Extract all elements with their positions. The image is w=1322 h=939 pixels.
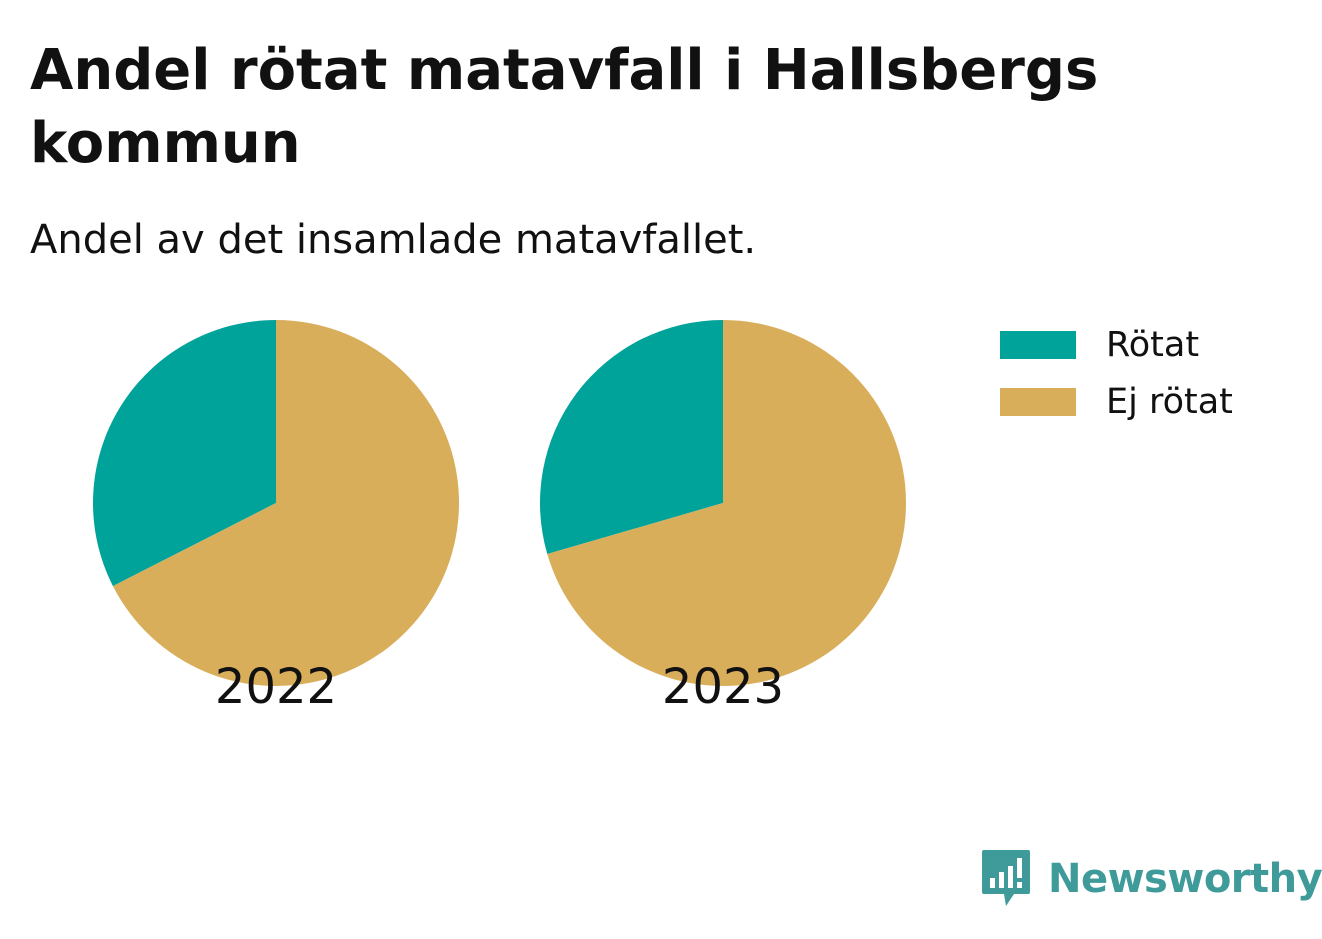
pie-label-2023: 2023 (662, 659, 784, 715)
pie-2022-slice-rotat (93, 320, 276, 587)
chart-title: Andel rötat matavfall i Hallsbergs kommu… (30, 38, 1099, 176)
legend-swatch-ej-rotat (1000, 387, 1076, 416)
legend-label-ej-rotat: Ej rötat (1106, 381, 1233, 422)
pie-2023-slice-rotat (539, 320, 723, 555)
brand-name: Newsworthy (1048, 856, 1322, 902)
brand-logo: Newsworthy (980, 848, 1322, 910)
pie-label-2022: 2022 (215, 659, 337, 715)
legend-swatch-rotat (1000, 330, 1076, 359)
legend: Rötat Ej rötat (1000, 316, 1233, 430)
legend-item-ej-rotat: Ej rötat (1000, 373, 1233, 430)
chart-subtitle: Andel av det insamlade matavfallet. (30, 217, 757, 263)
legend-label-rotat: Rötat (1106, 324, 1200, 365)
pie-2022-slice-ej-rotat (112, 319, 460, 686)
pie-2023-slice-ej-rotat (547, 320, 906, 687)
newsworthy-icon (982, 850, 1030, 906)
legend-item-rotat: Rötat (1000, 316, 1233, 373)
